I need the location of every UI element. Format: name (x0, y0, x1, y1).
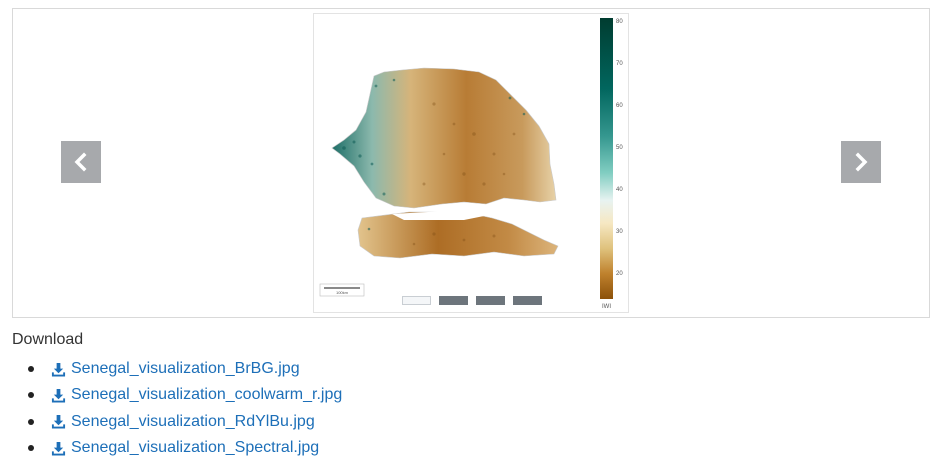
download-link-label: Senegal_visualization_Spectral.jpg (71, 439, 320, 457)
carousel-indicator-2[interactable] (439, 296, 468, 305)
download-heading: Download (12, 331, 84, 348)
colorbar-tick: 60 (616, 103, 623, 109)
image-carousel: 100km 80 70 60 50 40 30 20 IWI (12, 8, 930, 318)
colorbar-tick: 70 (616, 61, 623, 67)
carousel-slide: 100km 80 70 60 50 40 30 20 IWI (313, 13, 629, 313)
chevron-right-icon (855, 152, 868, 172)
download-link-brbg[interactable]: Senegal_visualization_BrBG.jpg (51, 360, 300, 378)
scale-label: 100km (336, 290, 349, 295)
colorbar-tick: 40 (616, 187, 623, 193)
download-link-spectral[interactable]: Senegal_visualization_Spectral.jpg (51, 439, 319, 457)
download-link-label: Senegal_visualization_BrBG.jpg (71, 360, 300, 378)
download-icon (51, 362, 66, 377)
list-item: Senegal_visualization_BrBG.jpg (28, 356, 342, 382)
colorbar-tick: 30 (616, 229, 623, 235)
download-icon (51, 388, 66, 403)
download-link-rdylbu[interactable]: Senegal_visualization_RdYlBu.jpg (51, 413, 315, 431)
carousel-indicators (402, 296, 542, 305)
carousel-indicator-3[interactable] (476, 296, 505, 305)
senegal-map-image: 100km 80 70 60 50 40 30 20 IWI (319, 18, 623, 310)
download-link-label: Senegal_visualization_coolwarm_r.jpg (71, 386, 343, 404)
download-icon (51, 441, 66, 456)
colorbar-tick: 80 (616, 19, 623, 25)
colorbar (600, 18, 613, 299)
carousel-prev-button[interactable] (61, 141, 101, 183)
bullet (28, 366, 34, 373)
list-item: Senegal_visualization_coolwarm_r.jpg (28, 382, 342, 408)
list-item: Senegal_visualization_RdYlBu.jpg (28, 409, 342, 435)
download-link-label: Senegal_visualization_RdYlBu.jpg (71, 412, 315, 430)
bullet (28, 392, 34, 399)
colorbar-tick: 50 (616, 145, 623, 151)
colorbar-tick: 20 (616, 271, 623, 277)
colorbar-label: IWI (602, 304, 611, 310)
carousel-next-button[interactable] (841, 141, 881, 183)
download-icon (51, 415, 66, 429)
carousel-indicator-4[interactable] (513, 296, 542, 305)
bullet (28, 445, 34, 452)
download-list: Senegal_visualization_BrBG.jpg Senegal_v… (28, 356, 342, 461)
bullet (28, 418, 34, 425)
download-link-coolwarm[interactable]: Senegal_visualization_coolwarm_r.jpg (51, 386, 342, 404)
list-item: Senegal_visualization_Spectral.jpg (28, 435, 342, 461)
chevron-left-icon (74, 152, 87, 172)
carousel-indicator-1[interactable] (402, 296, 431, 305)
